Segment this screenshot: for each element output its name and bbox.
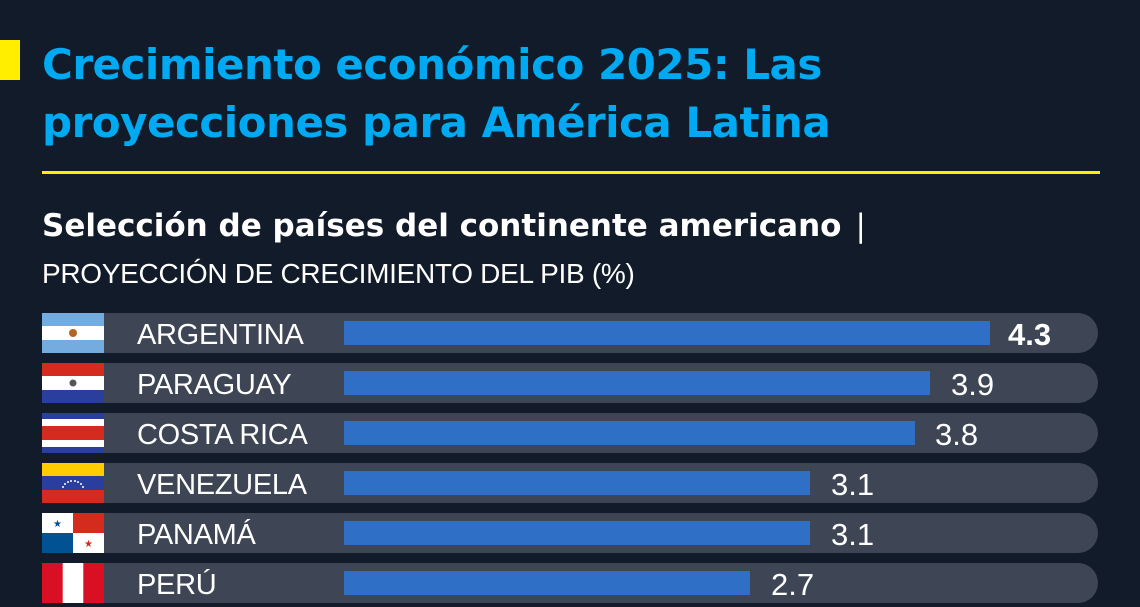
country-label: PERÚ xyxy=(137,569,217,601)
argentina-flag-icon xyxy=(42,313,104,353)
value-label: 3.1 xyxy=(831,467,875,502)
title-divider xyxy=(42,171,1100,174)
value-label: 3.1 xyxy=(831,517,875,552)
chart-row: COSTA RICA 3.8 xyxy=(42,413,1098,453)
title-line-2: proyecciones para América Latina xyxy=(42,98,831,147)
title-line-1: Crecimiento económico 2025: Las xyxy=(42,40,822,89)
chart-row: ★ ★ PANAMÁ 3.1 xyxy=(42,513,1098,553)
bar xyxy=(344,371,930,395)
value-label: 3.8 xyxy=(935,417,979,452)
country-label: PANAMÁ xyxy=(137,519,256,551)
venezuela-flag-icon xyxy=(42,463,104,503)
country-label: PARAGUAY xyxy=(137,369,292,401)
chart-metric-label: PROYECCIÓN DE CRECIMIENTO DEL PIB (%) xyxy=(42,258,635,289)
value-label: 2.7 xyxy=(771,567,815,602)
country-label: ARGENTINA xyxy=(137,319,304,351)
accent-block xyxy=(0,40,20,80)
costa-rica-flag-icon xyxy=(42,413,104,453)
chart-row: PERÚ 2.7 xyxy=(42,563,1098,603)
bar xyxy=(344,421,915,445)
country-label: VENEZUELA xyxy=(137,469,307,501)
peru-flag-icon xyxy=(42,563,104,603)
subtitle-separator: | xyxy=(855,208,866,244)
page-title: Crecimiento económico 2025: Las proyecci… xyxy=(42,36,1042,152)
paraguay-flag-icon xyxy=(42,363,104,403)
panama-flag-icon: ★ ★ xyxy=(42,513,104,553)
chart-row: ARGENTINA 4.3 xyxy=(42,313,1098,353)
chart-subtitle: Selección de países del continente ameri… xyxy=(42,206,866,246)
svg-text:★: ★ xyxy=(53,519,62,530)
value-label: 3.9 xyxy=(951,367,995,402)
value-label: 4.3 xyxy=(1008,317,1052,352)
svg-text:★: ★ xyxy=(84,539,93,550)
bar xyxy=(344,521,810,545)
bar xyxy=(344,571,750,595)
bar xyxy=(344,321,990,345)
bar xyxy=(344,471,810,495)
subtitle-text: Selección de países del continente ameri… xyxy=(42,208,842,244)
country-label: COSTA RICA xyxy=(137,419,308,451)
chart-row: VENEZUELA 3.1 xyxy=(42,463,1098,503)
chart-row: PARAGUAY 3.9 xyxy=(42,363,1098,403)
